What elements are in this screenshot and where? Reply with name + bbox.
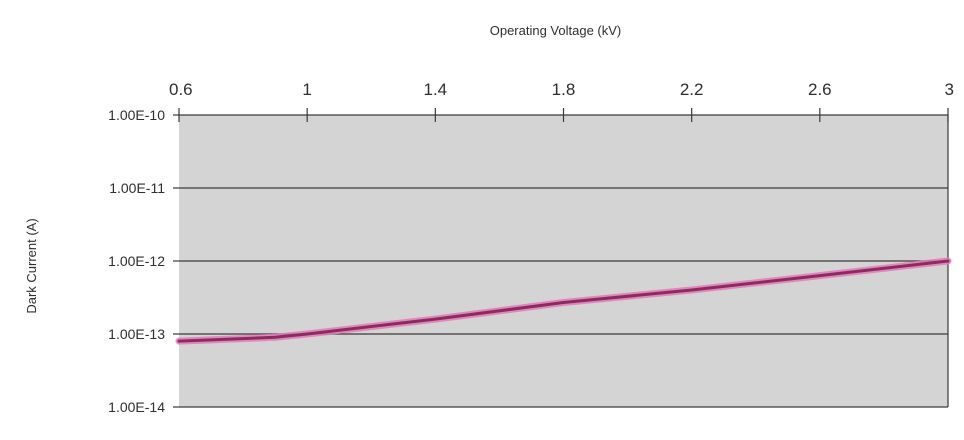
- data-point: [690, 288, 693, 292]
- x-tick-label: 0.6: [169, 80, 193, 99]
- data-point: [177, 339, 181, 343]
- y-axis-title: Dark Current (A): [24, 218, 39, 313]
- series-layer: [175, 257, 952, 345]
- y-tick-label: 1.00E-12: [108, 253, 165, 269]
- data-point: [273, 336, 277, 339]
- y-tick-label: 1.00E-14: [108, 399, 165, 415]
- x-tick-label: 1: [302, 80, 311, 99]
- y-ticks-layer: 1.00E-10 1.00E-11 1.00E-12 1.00E-13 1.00E-14: [108, 107, 165, 415]
- x-tick-label: 1.4: [424, 80, 448, 99]
- x-ticks-layer: 0.6 1 1.4 1.8 2.2 2.6 3: [169, 80, 954, 122]
- x-tick-label: 2.6: [808, 80, 832, 99]
- series-line: [177, 259, 950, 343]
- y-tick-label: 1.00E-11: [109, 180, 165, 196]
- y-tick-label: 1.00E-13: [108, 326, 165, 342]
- x-tick-label: 1.8: [552, 80, 576, 99]
- data-point: [562, 301, 565, 304]
- x-axis-title: Operating Voltage (kV): [490, 23, 622, 38]
- x-tick-label: 2.2: [680, 80, 704, 99]
- x-tick-label: 3: [945, 80, 954, 99]
- data-point: [434, 317, 437, 321]
- data-point: [305, 332, 309, 336]
- data-point: [946, 259, 950, 263]
- data-point: [818, 274, 822, 277]
- y-tick-label: 1.00E-10: [108, 107, 165, 123]
